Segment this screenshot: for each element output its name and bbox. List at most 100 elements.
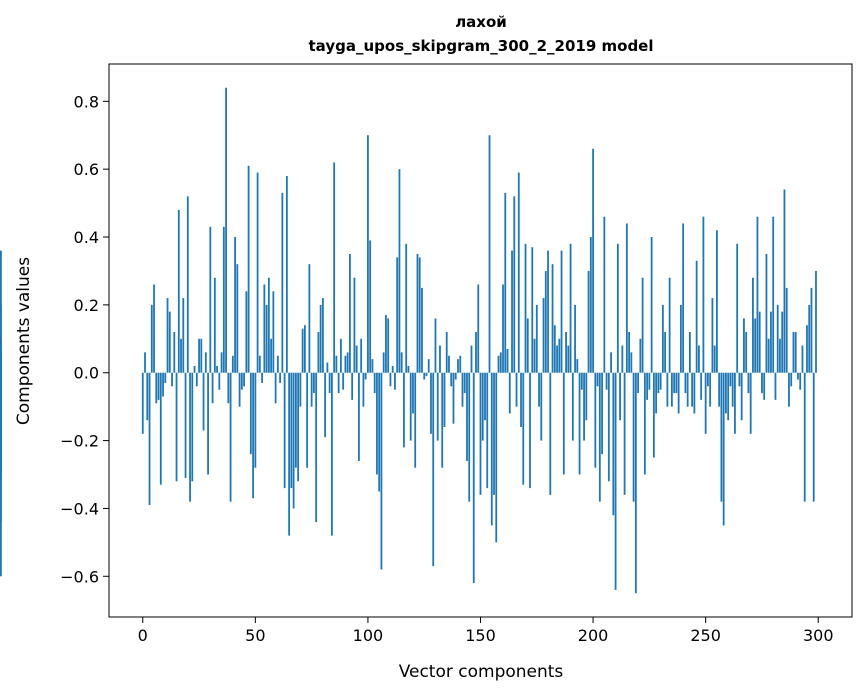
bar-163 [509,373,511,414]
bar-254 [714,346,716,373]
bar-203 [599,373,601,502]
bar-16 [178,210,180,373]
bar-0 [142,373,144,434]
x-tick-label-100: 100 [353,626,384,645]
bar-280 [772,217,774,373]
bar-53 [261,373,263,383]
bar-172 [529,373,531,488]
bar-140 [457,359,459,373]
bar-147 [473,373,475,583]
bar-270 [750,373,752,434]
bar-146 [471,346,473,373]
y-tick-label-0: −0.6 [60,567,99,586]
bar-277 [766,254,768,373]
bar-217 [630,352,632,372]
bar-166 [516,373,518,407]
bar-183 [554,325,556,373]
bar-169 [522,373,524,485]
bar-235 [671,373,673,407]
plot-frame [109,64,852,617]
bar-128 [430,373,432,434]
bar-268 [745,332,747,373]
bar-157 [495,373,497,543]
bar-58 [272,291,274,372]
bar-51 [257,173,259,373]
bar-165 [513,196,515,372]
bar-215 [626,223,628,372]
bar-289 [793,332,795,373]
bar-44 [241,373,243,390]
bar-90 [345,356,347,373]
bar-46 [245,291,247,372]
bar-199 [590,237,592,373]
bar-133 [441,373,443,468]
x-tick-label-50: 50 [245,626,265,645]
bar-130 [435,318,437,372]
bar-185 [558,339,560,373]
bar-89 [342,373,344,390]
bar-122 [417,254,419,373]
bar-279 [770,312,772,373]
bar-113 [396,257,398,372]
bar-196 [583,373,585,441]
bar-191 [572,373,574,441]
bar-55 [266,305,268,373]
bar-85 [333,162,335,372]
bar-223 [644,373,646,475]
bar-150 [480,373,482,495]
bar-275 [761,373,763,393]
bar-190 [570,244,572,373]
bar-224 [646,373,648,400]
bar-undefined [0,373,2,475]
bar-160 [502,285,504,373]
bar-170 [525,244,527,373]
bar-57 [270,339,272,373]
bar-174 [534,339,536,373]
bar-135 [446,332,448,373]
bar-137 [450,373,452,387]
bar-180 [547,251,549,373]
bar-71 [302,329,304,373]
bar-80 [322,298,324,373]
x-tick-label-300: 300 [803,626,834,645]
bar-97 [360,339,362,373]
bar-121 [414,373,416,468]
bar-125 [423,373,425,380]
bar-18 [182,298,184,373]
bar-214 [624,373,626,495]
bar-269 [748,373,750,393]
bar-77 [315,373,317,522]
bar-162 [507,349,509,373]
x-tick-label-0: 0 [138,626,148,645]
bar-24 [196,373,198,387]
bar-189 [567,346,569,373]
y-tick-label-5: 0.4 [74,228,99,247]
bar-155 [491,373,493,526]
bar-298 [813,373,815,502]
bar-242 [687,373,689,407]
bar-184 [556,346,558,373]
bar-112 [394,373,396,390]
bar-194 [579,373,581,475]
bar-22 [191,373,193,482]
y-tick-label-7: 0.8 [74,92,99,111]
bar-103 [374,373,376,393]
x-axis-label: Vector components [399,662,564,682]
bar-75 [311,373,313,407]
bar-176 [538,373,540,407]
bar-30 [209,227,211,373]
bar-42 [236,264,238,373]
bar-221 [639,339,641,373]
bar-195 [581,373,583,390]
bar-274 [759,312,761,373]
bar-286 [786,288,788,373]
bar-227 [653,373,655,458]
bar-264 [736,244,738,373]
bar-250 [705,373,707,434]
bar-211 [617,244,619,373]
bar-296 [808,305,810,373]
bar-177 [540,373,542,441]
bar-173 [531,247,533,373]
bar-249 [703,217,705,373]
